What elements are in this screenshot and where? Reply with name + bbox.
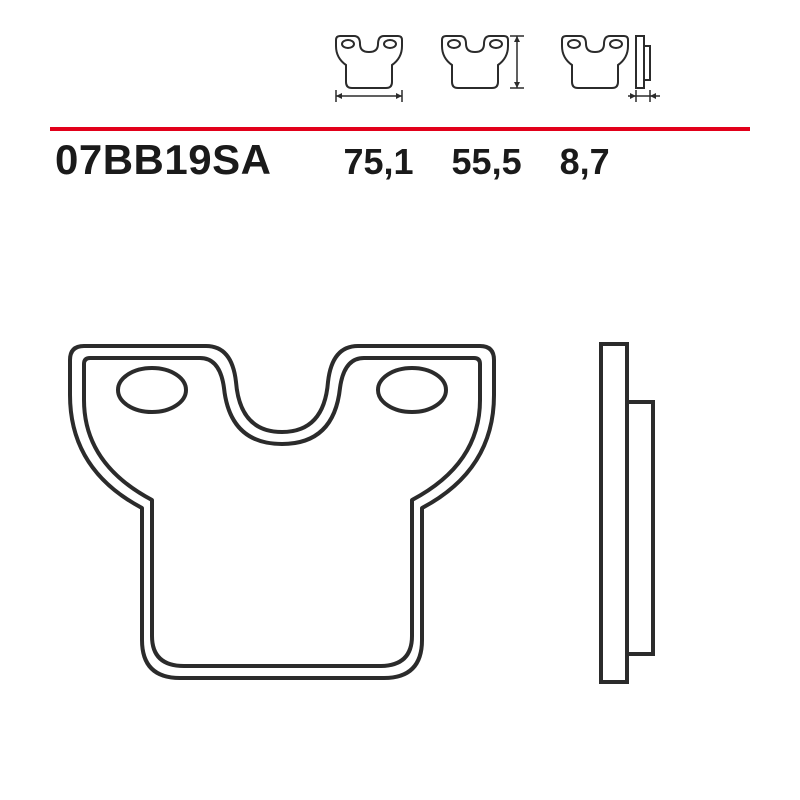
dim-width: 75,1 bbox=[343, 141, 413, 183]
dim-height: 55,5 bbox=[452, 141, 522, 183]
part-number: 07BB19SA bbox=[55, 136, 271, 184]
mini-pad-thickness-icon bbox=[556, 34, 664, 109]
dim-thickness: 8,7 bbox=[560, 141, 610, 183]
dimension-values: 75,1 55,5 8,7 bbox=[343, 141, 609, 183]
dimension-icons bbox=[330, 34, 664, 109]
info-row: 07BB19SA 75,1 55,5 8,7 bbox=[55, 136, 745, 184]
brake-pad-side-view bbox=[595, 338, 675, 693]
brake-pad-front-view bbox=[60, 340, 505, 690]
technical-drawings bbox=[60, 270, 740, 760]
mini-pad-height-icon bbox=[436, 34, 528, 109]
mini-pad-width-icon bbox=[330, 34, 408, 109]
accent-divider bbox=[50, 118, 750, 122]
